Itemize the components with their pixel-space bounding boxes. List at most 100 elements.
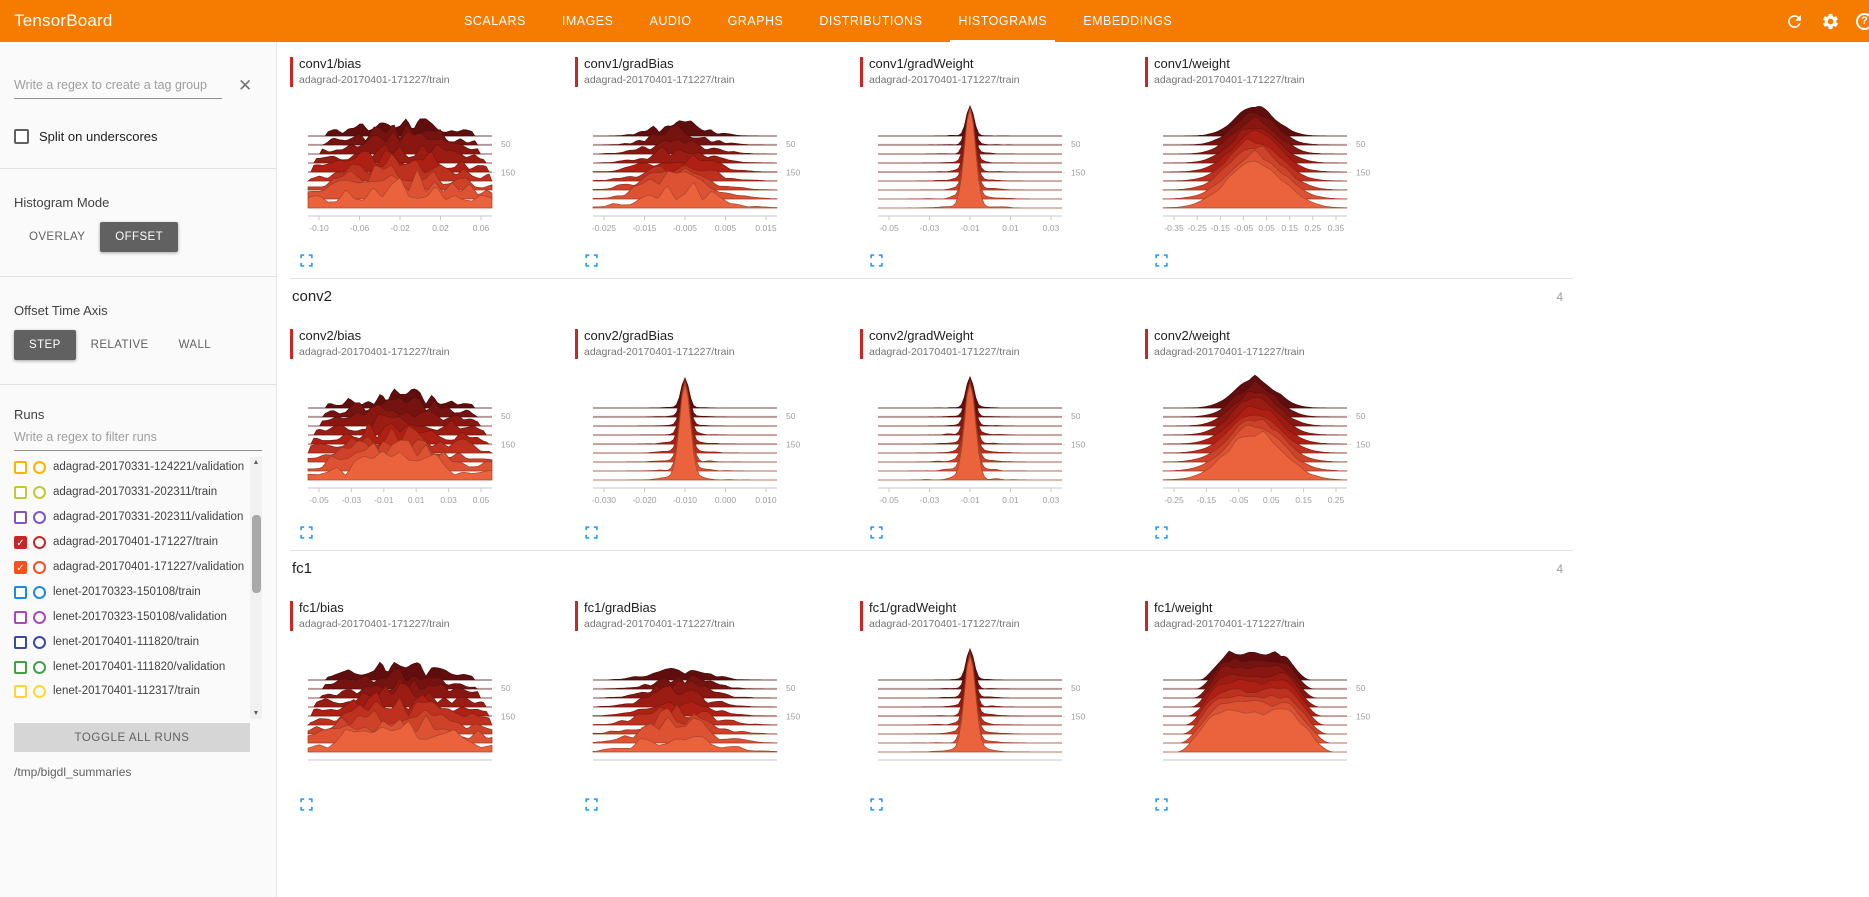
expand-icon[interactable]	[1155, 798, 1169, 812]
expand-icon[interactable]	[585, 254, 599, 268]
svg-text:-0.15: -0.15	[1211, 223, 1231, 233]
close-icon[interactable]: ✕	[238, 76, 253, 95]
section-header[interactable]: fc1 4	[290, 550, 1573, 586]
tab-distributions[interactable]: DISTRIBUTIONS	[819, 14, 923, 28]
expand-icon[interactable]	[1155, 526, 1169, 540]
run-item[interactable]: lenet-20170323-150108/train	[14, 580, 246, 605]
run-checkbox[interactable]	[14, 685, 27, 699]
cards-row: fc1/bias adagrad-20170401-171227/train 50 1…	[290, 586, 1573, 822]
run-item[interactable]: adagrad-20170331-124221/validation	[14, 455, 246, 480]
run-label[interactable]: adagrad-20170331-124221/validation	[53, 461, 245, 473]
svg-text:0.05: 0.05	[473, 495, 490, 505]
expand-icon[interactable]	[300, 526, 314, 540]
refresh-icon[interactable]	[1784, 11, 1804, 31]
tag-section-fc1: fc1 4 fc1/bias adagrad-20170401-171227/trai…	[290, 550, 1573, 822]
expand-icon[interactable]	[585, 798, 599, 812]
scroll-down-icon[interactable]: ▼	[252, 710, 260, 717]
run-color-radio[interactable]	[33, 635, 46, 649]
run-item[interactable]: ✓ adagrad-20170401-171227/train	[14, 530, 246, 555]
run-color-radio[interactable]	[33, 660, 46, 674]
run-checkbox[interactable]	[14, 610, 27, 624]
run-color-bar	[860, 57, 863, 87]
run-label[interactable]: adagrad-20170331-202311/train	[53, 485, 218, 498]
cards-row: conv2/bias adagrad-20170401-171227/train 5…	[290, 314, 1573, 550]
run-label[interactable]: lenet-20170401-111820/train	[53, 635, 199, 648]
run-label[interactable]: lenet-20170401-111820/validation	[53, 660, 226, 673]
expand-icon[interactable]	[870, 526, 884, 540]
card-title: conv1/gradBias	[584, 56, 674, 71]
tab-embeddings[interactable]: EMBEDDINGS	[1083, 14, 1173, 28]
histogram-mode-overlay-button[interactable]: OVERLAY	[29, 231, 86, 243]
settings-gear-icon[interactable]	[1820, 11, 1840, 31]
svg-text:0.03: 0.03	[440, 495, 457, 505]
svg-text:50: 50	[1356, 411, 1366, 421]
run-color-radio[interactable]	[33, 585, 46, 599]
run-checkbox[interactable]	[14, 510, 27, 524]
run-color-radio[interactable]	[33, 485, 46, 499]
run-checkbox[interactable]	[14, 660, 27, 674]
run-item[interactable]: ✓ adagrad-20170401-171227/validation	[14, 555, 246, 580]
run-label[interactable]: adagrad-20170401-171227/validation	[53, 560, 245, 573]
run-item[interactable]: adagrad-20170331-202311/validation	[14, 505, 246, 530]
svg-text:-0.03: -0.03	[920, 495, 940, 505]
run-checkbox[interactable]	[14, 485, 27, 499]
tab-histograms[interactable]: HISTOGRAMS	[940, 0, 1065, 42]
expand-icon[interactable]	[300, 254, 314, 268]
run-color-radio[interactable]	[33, 510, 46, 524]
svg-text:-0.03: -0.03	[920, 223, 940, 233]
help-icon[interactable]: ?	[1856, 12, 1869, 30]
time-axis-step-button[interactable]: STEP	[14, 330, 76, 360]
run-label[interactable]: adagrad-20170331-202311/validation	[53, 510, 244, 523]
run-color-radio[interactable]	[33, 535, 46, 549]
run-checkbox[interactable]	[14, 461, 27, 474]
svg-text:-0.02: -0.02	[390, 223, 410, 233]
tab-audio[interactable]: AUDIO	[649, 14, 692, 28]
expand-icon[interactable]	[300, 798, 314, 812]
expand-icon[interactable]	[870, 798, 884, 812]
svg-text:50: 50	[786, 411, 796, 421]
histogram-mode-offset-button[interactable]: OFFSET	[100, 222, 179, 252]
run-color-radio[interactable]	[33, 610, 46, 624]
run-label[interactable]: lenet-20170323-150108/validation	[53, 610, 227, 623]
tab-images[interactable]: IMAGES	[561, 14, 614, 28]
expand-icon[interactable]	[585, 526, 599, 540]
run-item[interactable]: lenet-20170323-150108/validation	[14, 605, 246, 630]
scroll-up-icon[interactable]: ▲	[252, 459, 260, 466]
run-color-bar	[860, 601, 863, 631]
run-checkbox[interactable]	[14, 635, 27, 649]
section-header[interactable]: conv2 4	[290, 278, 1573, 314]
run-label[interactable]: lenet-20170323-150108/train	[53, 585, 201, 598]
run-checkbox[interactable]: ✓	[14, 535, 27, 549]
expand-icon[interactable]	[1155, 254, 1169, 268]
run-item[interactable]: adagrad-20170331-202311/train	[14, 480, 246, 505]
runs-filter-input[interactable]	[14, 424, 262, 451]
svg-text:50: 50	[501, 683, 511, 693]
run-color-bar	[1145, 57, 1148, 87]
time-axis-relative-button[interactable]: RELATIVE	[90, 339, 149, 351]
run-item[interactable]: lenet-20170401-112317/train	[14, 679, 246, 704]
time-axis-wall-button[interactable]: WALL	[178, 339, 212, 351]
toggle-all-runs-button[interactable]: TOGGLE ALL RUNS	[14, 723, 250, 752]
expand-icon[interactable]	[870, 254, 884, 268]
svg-text:-0.35: -0.35	[1164, 223, 1184, 233]
card-header: conv2/weight adagrad-20170401-171227/trai…	[1145, 328, 1417, 360]
run-checkbox[interactable]: ✓	[14, 560, 27, 574]
scrollbar-thumb[interactable]	[251, 515, 261, 593]
tab-graphs[interactable]: GRAPHS	[727, 14, 784, 28]
run-item[interactable]: lenet-20170401-111820/validation	[14, 655, 246, 680]
run-item[interactable]: lenet-20170401-111820/train	[14, 630, 246, 655]
svg-text:50: 50	[786, 683, 796, 693]
runs-scrollbar[interactable]: ▲ ▼	[250, 457, 262, 719]
run-label[interactable]: lenet-20170401-112317/train	[53, 685, 200, 698]
svg-text:150: 150	[786, 712, 800, 722]
run-label[interactable]: adagrad-20170401-171227/train	[53, 535, 218, 548]
run-checkbox[interactable]	[14, 585, 27, 599]
tag-regex-input[interactable]	[14, 72, 222, 99]
card-title: fc1/weight	[1154, 600, 1213, 615]
histogram-chart: 50 150	[592, 668, 800, 761]
run-color-radio[interactable]	[33, 560, 46, 574]
run-color-radio[interactable]	[33, 685, 46, 699]
tab-scalars[interactable]: SCALARS	[464, 14, 526, 28]
run-color-radio[interactable]	[33, 461, 46, 474]
split-underscores-checkbox[interactable]	[14, 129, 29, 144]
